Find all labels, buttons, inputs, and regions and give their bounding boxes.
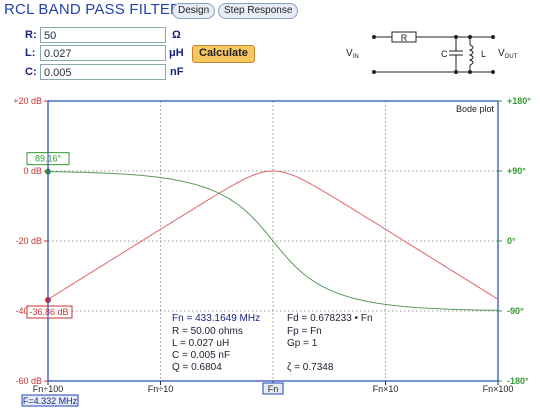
right-tick-label: -180°	[507, 376, 529, 386]
info-l: L = 0.027 uH	[172, 338, 230, 349]
calculate-button[interactable]: Calculate	[192, 45, 255, 63]
x-tick-label: Fn÷100	[33, 384, 63, 394]
info-q: Q = 0.6804	[172, 362, 222, 373]
x-tick-label: Fn×10	[373, 384, 399, 394]
right-tick-label: 0°	[507, 236, 516, 246]
right-tick-label: +180°	[507, 96, 531, 106]
info-r: R = 50.00 ohms	[172, 326, 243, 337]
x-tick-label: Fn	[268, 384, 279, 394]
right-tick-label: +90°	[507, 166, 526, 176]
gain-readout-box	[26, 305, 73, 319]
vin-label: VIN	[346, 48, 359, 60]
info-zeta: ζ = 0.7348	[287, 362, 334, 373]
bode-plot: +20 dB0 dB-20 dB-40 dB-60 dB+180°+90°0°-…	[13, 96, 531, 407]
x-tick-label: Fn÷10	[148, 384, 173, 394]
left-tick-label: +20 dB	[13, 96, 42, 106]
plot-title: Bode plot	[456, 104, 495, 114]
c-unit: nF	[170, 66, 184, 78]
tab-design[interactable]: Design	[172, 3, 216, 19]
frequency-readout: F=4.332 MHz	[23, 396, 78, 406]
gain-readout: -36.86 dB	[29, 307, 68, 317]
tab-step-response[interactable]: Step Response	[218, 3, 299, 19]
l-unit: μH	[169, 47, 184, 59]
inductor-label: L	[481, 49, 486, 59]
r-unit: Ω	[172, 29, 181, 41]
frequency-readout-box	[21, 394, 79, 407]
r-label: R:	[25, 29, 37, 41]
inductor-symbol	[468, 44, 474, 66]
l-label: L:	[25, 47, 36, 59]
circuit-schematic	[372, 31, 495, 74]
info-fd: Fd = 0.678233 • Fn	[287, 313, 373, 324]
l-input[interactable]: 0.027	[40, 45, 166, 61]
resistor-label: R	[401, 33, 408, 43]
info-fp: Fp = Fn	[287, 326, 322, 337]
center-frequency-marker	[262, 382, 284, 395]
c-label: C:	[25, 66, 37, 78]
info-fn: Fn = 433.1649 MHz	[172, 313, 261, 324]
left-tick-label: 0 dB	[23, 166, 42, 176]
left-tick-label: -20 dB	[15, 236, 42, 246]
left-tick-label: -60 dB	[15, 376, 42, 386]
vout-label: VOUT	[498, 48, 518, 60]
gain-curve	[47, 170, 499, 300]
phase-curve	[48, 171, 498, 311]
right-tick-label: -90°	[507, 306, 524, 316]
info-gp: Gp = 1	[287, 338, 318, 349]
app-title: RCL BAND PASS FILTER	[4, 1, 182, 18]
c-input[interactable]: 0.005	[40, 64, 166, 80]
info-c: C = 0.005 nF	[172, 350, 231, 361]
x-tick-label: Fn×100	[483, 384, 514, 394]
capacitor-label: C	[441, 49, 448, 59]
r-input[interactable]: 50	[40, 27, 166, 43]
